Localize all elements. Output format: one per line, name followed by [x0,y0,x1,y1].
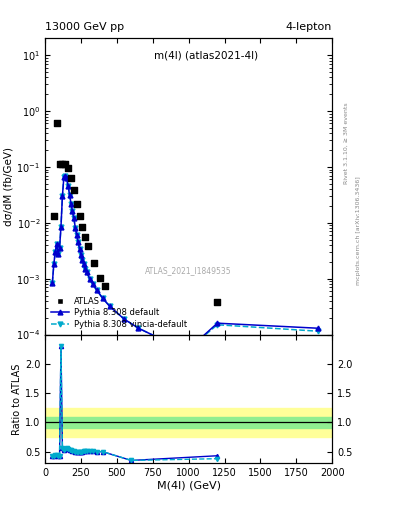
Point [62,159,68,167]
X-axis label: M(4l) (GeV): M(4l) (GeV) [157,481,220,491]
Text: 4-lepton: 4-lepton [286,22,332,32]
Point [51,212,57,221]
Point [102,282,108,290]
Text: Rivet 3.1.10, ≥ 3M events: Rivet 3.1.10, ≥ 3M events [344,102,349,184]
Point [79,223,86,231]
Text: m(4l) (atlas2021-4l): m(4l) (atlas2021-4l) [154,50,258,60]
Text: ATLAS_2021_I1849535: ATLAS_2021_I1849535 [145,266,232,275]
Point [214,298,220,306]
Text: 13000 GeV pp: 13000 GeV pp [45,22,124,32]
Legend: ATLAS, Pythia 8.308 default, Pythia 8.308 vincia-default: ATLAS, Pythia 8.308 default, Pythia 8.30… [50,295,188,330]
Point [97,273,103,282]
Point [71,186,77,195]
Point [91,259,97,267]
Point [68,174,74,182]
Y-axis label: dσ/dM (fb/GeV): dσ/dM (fb/GeV) [4,147,13,226]
Point [53,119,60,127]
Point [59,159,66,167]
Point [73,200,80,208]
Point [65,164,71,173]
Text: mcplots.cern.ch [arXiv:1306.3436]: mcplots.cern.ch [arXiv:1306.3436] [356,176,361,285]
Y-axis label: Ratio to ATLAS: Ratio to ATLAS [12,364,22,435]
Point [77,212,83,221]
Point [82,233,88,242]
Point [57,159,63,167]
Point [85,242,91,250]
